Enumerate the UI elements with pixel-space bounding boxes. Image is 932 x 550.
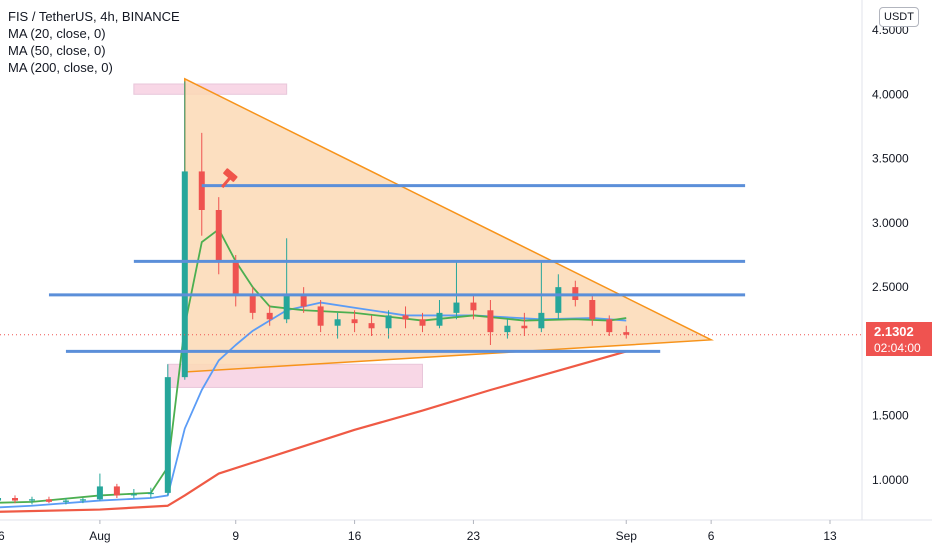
candle-body-23 (368, 323, 375, 329)
candle-body-33 (538, 312, 545, 329)
candle-body-28 (453, 302, 460, 313)
x-tick-0: 26 (0, 529, 5, 543)
bar-countdown: 02:04:00 (874, 341, 921, 355)
chart-legend: FIS / TetherUS, 4h, BINANCE MA (20, clos… (8, 8, 180, 76)
y-tick-7: 1.0000 (872, 473, 909, 487)
time-axis[interactable]: 26 Aug 9 16 23 Sep 6 13 (0, 520, 837, 543)
candle-body-12 (181, 171, 188, 378)
candle-body-4 (45, 499, 52, 502)
currency-badge[interactable]: USDT (879, 7, 919, 27)
candle-body-16 (249, 293, 256, 313)
triangle-shape (184, 77, 714, 373)
candle-body-7 (96, 486, 103, 500)
x-tick-6: 6 (708, 529, 715, 543)
x-tick-2: 9 (232, 529, 239, 543)
candle-body-17 (266, 312, 273, 320)
candle-body-30 (487, 310, 494, 333)
candle-body-1 (0, 498, 2, 501)
candle-body-26 (419, 319, 426, 326)
hammer-icon (221, 168, 238, 189)
x-tick-5: Sep (616, 529, 638, 543)
candle-body-20 (317, 306, 324, 326)
indicator-ma50[interactable]: MA (50, close, 0) (8, 43, 106, 58)
candle-body-3 (28, 499, 35, 501)
candle-body-21 (334, 319, 341, 326)
x-tick-3: 16 (348, 529, 362, 543)
x-tick-7: 13 (823, 529, 837, 543)
y-tick-1: 4.0000 (872, 87, 909, 101)
candle-body-8 (113, 486, 120, 496)
candle-body-37 (606, 319, 613, 333)
candle-body-36 (589, 300, 596, 320)
x-tick-4: 23 (467, 529, 481, 543)
y-tick-2: 3.5000 (872, 152, 909, 166)
candles (0, 81, 630, 505)
candle-body-22 (351, 319, 358, 324)
candle-body-18 (283, 293, 290, 320)
last-price-value: 2.1302 (874, 324, 914, 339)
y-tick-4: 2.5000 (872, 280, 909, 294)
ma200-group (0, 350, 627, 513)
price-axis[interactable]: 4.50004.00003.50003.00002.50002.00001.50… (872, 23, 909, 487)
chart-title[interactable]: FIS / TetherUS, 4h, BINANCE (8, 9, 180, 24)
candle-body-19 (300, 293, 307, 307)
ma200-line (0, 350, 627, 513)
indicator-ma200[interactable]: MA (200, close, 0) (8, 60, 113, 75)
candle-body-6 (79, 499, 86, 501)
candle-body-13 (198, 171, 205, 210)
candle-body-5 (62, 500, 69, 502)
y-tick-6: 1.5000 (872, 409, 909, 423)
candle-body-2 (12, 498, 18, 501)
candle-body-14 (215, 210, 222, 262)
candle-body-31 (504, 325, 511, 333)
y-tick-3: 3.0000 (872, 216, 909, 230)
candle-body-29 (470, 302, 477, 311)
candle-body-27 (436, 312, 443, 326)
horizontal-levels (48, 184, 746, 353)
candle-body-9 (130, 494, 137, 496)
candle-body-10 (147, 492, 154, 495)
candle-body-34 (555, 287, 562, 313)
last-price-tag: 2.1302 02:04:00 (866, 322, 932, 356)
x-tick-1: Aug (89, 529, 110, 543)
candle-body-15 (232, 261, 239, 294)
candle-body-38 (623, 332, 630, 335)
candle-body-25 (402, 315, 409, 320)
candle-body-32 (521, 325, 528, 329)
candle-body-24 (385, 315, 392, 329)
triangle-pattern (184, 77, 714, 373)
indicator-ma20[interactable]: MA (20, close, 0) (8, 26, 106, 41)
candle-body-11 (164, 377, 171, 493)
